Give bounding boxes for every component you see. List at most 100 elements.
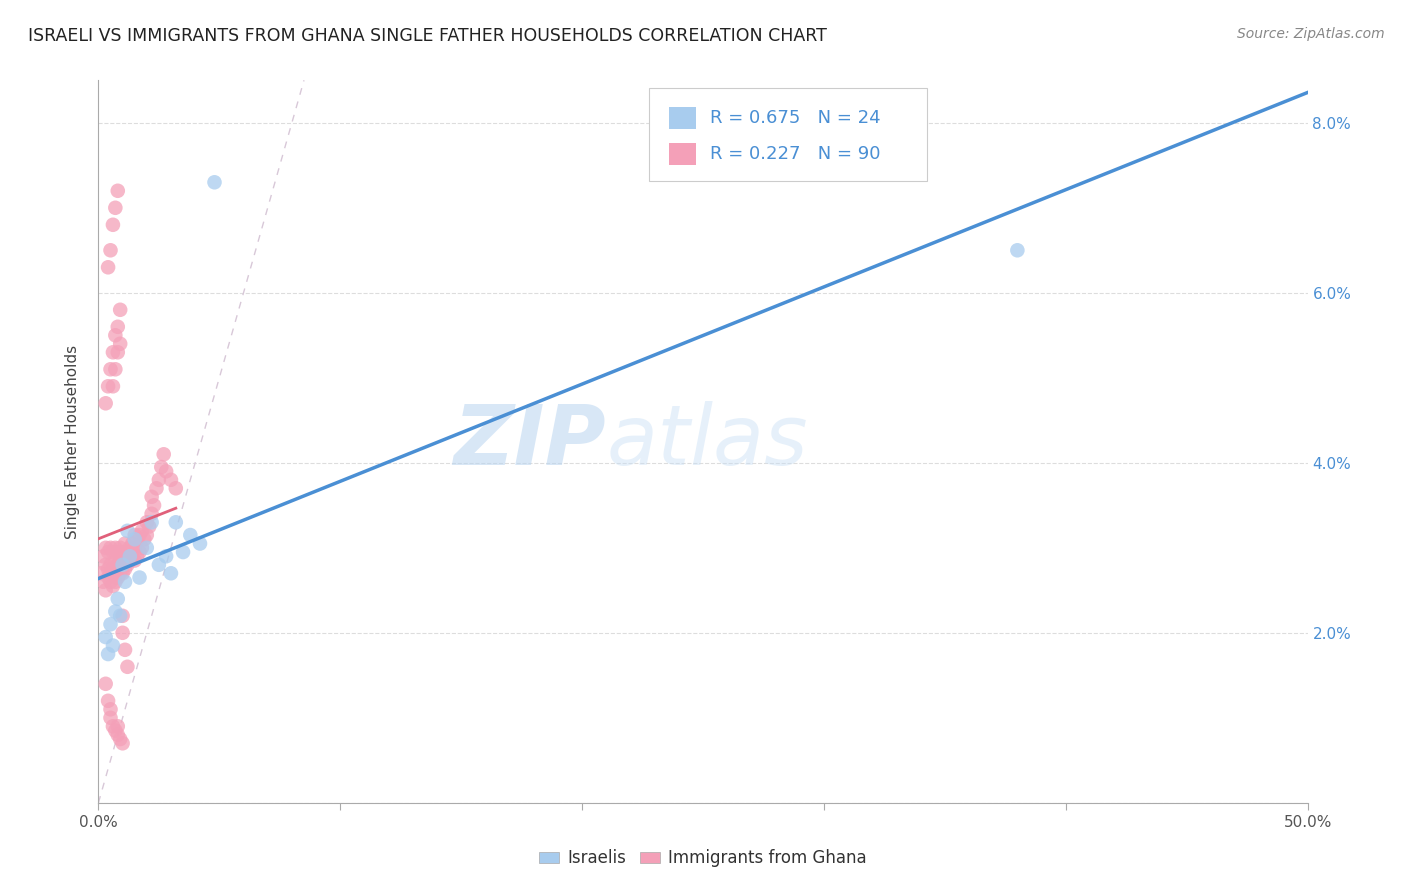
Point [111, 608, 134, 623]
Point [104, 723, 127, 738]
Point [104, 574, 127, 589]
Point [128, 570, 150, 584]
Point [94, 541, 117, 555]
Legend: Israelis, Immigrants from Ghana: Israelis, Immigrants from Ghana [533, 843, 873, 874]
Point [108, 541, 131, 555]
Point [97, 570, 120, 584]
Point [104, 541, 127, 555]
Y-axis label: Single Father Households: Single Father Households [65, 344, 80, 539]
Point [107, 545, 129, 559]
Point [135, 541, 157, 555]
Point [1007, 244, 1029, 258]
Point [114, 642, 136, 657]
Point [114, 536, 136, 550]
Point [101, 562, 124, 576]
Point [165, 516, 187, 530]
Point [107, 591, 129, 606]
Point [100, 702, 122, 716]
Point [124, 553, 146, 567]
Text: R = 0.675   N = 24: R = 0.675 N = 24 [710, 110, 882, 128]
Point [108, 608, 131, 623]
Point [100, 541, 122, 555]
Point [94, 583, 117, 598]
Point [131, 541, 153, 555]
Point [127, 533, 149, 547]
Point [145, 481, 167, 495]
Point [128, 545, 150, 559]
Point [97, 545, 120, 559]
Point [141, 490, 163, 504]
Point [114, 562, 136, 576]
Point [118, 553, 141, 567]
Text: Source: ZipAtlas.com: Source: ZipAtlas.com [1237, 27, 1385, 41]
Point [108, 732, 131, 747]
Point [117, 545, 139, 559]
Point [111, 553, 134, 567]
Point [127, 549, 149, 564]
Point [100, 558, 122, 572]
Point [141, 516, 163, 530]
Point [108, 553, 131, 567]
Point [108, 566, 131, 581]
Text: atlas: atlas [606, 401, 808, 482]
Point [104, 201, 127, 215]
Point [111, 736, 134, 750]
Point [135, 516, 157, 530]
Point [90, 566, 112, 581]
Point [94, 558, 117, 572]
Point [111, 545, 134, 559]
Point [101, 719, 124, 733]
Point [104, 553, 127, 567]
Point [134, 533, 156, 547]
Point [108, 336, 131, 351]
Point [114, 574, 136, 589]
Point [124, 528, 146, 542]
Point [100, 244, 122, 258]
Point [111, 558, 134, 572]
Point [101, 379, 124, 393]
Point [104, 328, 127, 343]
Point [204, 175, 226, 189]
Point [94, 396, 117, 410]
Point [94, 630, 117, 644]
Point [104, 362, 127, 376]
Point [100, 617, 122, 632]
Point [143, 498, 166, 512]
Point [101, 218, 124, 232]
Point [100, 711, 122, 725]
Point [100, 362, 122, 376]
Point [188, 536, 211, 550]
FancyBboxPatch shape [669, 107, 696, 129]
Point [101, 639, 124, 653]
Point [91, 549, 114, 564]
Point [124, 533, 146, 547]
Point [101, 545, 124, 559]
Point [117, 558, 139, 572]
Point [107, 319, 129, 334]
Point [138, 519, 160, 533]
Point [160, 566, 183, 581]
Point [108, 302, 131, 317]
Point [107, 719, 129, 733]
Point [150, 460, 173, 475]
Text: ZIP: ZIP [454, 401, 606, 482]
Point [118, 541, 141, 555]
Point [97, 694, 120, 708]
Point [128, 528, 150, 542]
Point [141, 507, 163, 521]
Point [101, 579, 124, 593]
FancyBboxPatch shape [648, 87, 927, 181]
Point [135, 528, 157, 542]
Point [94, 677, 117, 691]
Point [91, 574, 114, 589]
Point [179, 528, 201, 542]
Point [100, 574, 122, 589]
Point [165, 481, 187, 495]
Point [131, 524, 153, 538]
Point [101, 345, 124, 359]
Point [114, 549, 136, 564]
Point [155, 464, 177, 478]
Point [97, 379, 120, 393]
Point [107, 728, 129, 742]
FancyBboxPatch shape [669, 143, 696, 165]
